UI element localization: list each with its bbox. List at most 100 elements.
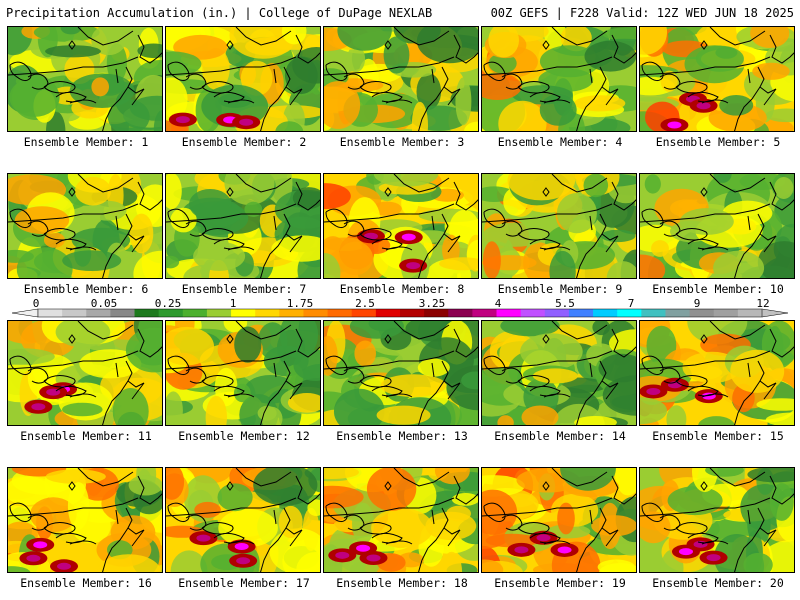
- member-label: Ensemble Member: 16: [20, 576, 152, 590]
- member-label: Ensemble Member: 12: [178, 429, 310, 443]
- precip-field-map: [8, 321, 162, 425]
- precip-field-map: [640, 174, 794, 278]
- colorbar-swatch: [327, 309, 353, 317]
- member-label: Ensemble Member: 10: [652, 282, 784, 296]
- colorbar-swatch: [351, 309, 377, 317]
- member-label: Ensemble Member: 3: [339, 135, 465, 149]
- model-valid-time: 00Z GEFS | F228 Valid: 12Z WED JUN 18 20…: [490, 6, 794, 20]
- colorbar-tick-label: 7: [628, 297, 635, 310]
- member-label: Ensemble Member: 6: [23, 282, 149, 296]
- colorbar-swatch: [375, 309, 401, 317]
- member-panel-1: [7, 26, 163, 132]
- colorbar-max-arrow: [761, 308, 789, 318]
- colorbar-swatch: [665, 309, 690, 317]
- colorbar-swatch: [713, 309, 739, 317]
- precip-field-map: [8, 468, 162, 572]
- precip-field-map: [482, 174, 636, 278]
- precip-field-map: [324, 468, 478, 572]
- member-panel-14: [481, 320, 637, 426]
- colorbar-swatch: [231, 309, 256, 317]
- precip-field-map: [166, 468, 320, 572]
- colorbar-swatch: [303, 309, 328, 317]
- colorbar-swatch: [255, 309, 280, 317]
- colorbar-tick-label: 0: [33, 297, 40, 310]
- member-panel-10: [639, 173, 795, 279]
- colorbar-swatch: [400, 309, 425, 317]
- colorbar-tick-label: 1.75: [287, 297, 314, 310]
- colorbar-swatch: [641, 309, 666, 317]
- member-panel-8: [323, 173, 479, 279]
- colorbar-tick-label: 4: [495, 297, 502, 310]
- member-label: Ensemble Member: 7: [181, 282, 307, 296]
- colorbar-min-arrow: [11, 308, 39, 318]
- member-panel-16: [7, 467, 163, 573]
- colorbar-swatch: [38, 309, 63, 317]
- precip-field-map: [482, 468, 636, 572]
- member-panel-6: [7, 173, 163, 279]
- precip-field-map: [640, 468, 794, 572]
- colorbar-swatch: [448, 309, 473, 317]
- member-panel-2: [165, 26, 321, 132]
- precip-field-map: [482, 321, 636, 425]
- member-label: Ensemble Member: 1: [23, 135, 149, 149]
- member-panel-12: [165, 320, 321, 426]
- member-label: Ensemble Member: 5: [655, 135, 781, 149]
- member-label: Ensemble Member: 14: [494, 429, 626, 443]
- colorbar-tick-label: 3.25: [419, 297, 446, 310]
- colorbar-tick-label: 0.25: [155, 297, 182, 310]
- member-label: Ensemble Member: 20: [652, 576, 784, 590]
- member-label: Ensemble Member: 18: [336, 576, 468, 590]
- member-panel-20: [639, 467, 795, 573]
- member-label: Ensemble Member: 2: [181, 135, 307, 149]
- colorbar-swatch: [182, 309, 208, 317]
- colorbar-tick-label: 5.5: [555, 297, 575, 310]
- member-label: Ensemble Member: 17: [178, 576, 310, 590]
- precip-field-map: [8, 174, 162, 278]
- member-panel-7: [165, 173, 321, 279]
- colorbar-swatch: [110, 309, 135, 317]
- colorbar-swatch: [617, 309, 642, 317]
- colorbar-tick-label: 9: [694, 297, 701, 310]
- colorbar-swatch: [424, 309, 449, 317]
- colorbar-swatch: [689, 309, 715, 317]
- member-panel-19: [481, 467, 637, 573]
- colorbar-swatch: [593, 309, 618, 317]
- precip-field-map: [166, 27, 320, 131]
- precip-field-map: [324, 174, 478, 278]
- member-panel-5: [639, 26, 795, 132]
- colorbar-swatch: [568, 309, 594, 317]
- precip-field-map: [8, 27, 162, 131]
- member-label: Ensemble Member: 19: [494, 576, 626, 590]
- precip-field-map: [482, 27, 636, 131]
- member-panel-4: [481, 26, 637, 132]
- precip-field-map: [166, 321, 320, 425]
- colorbar-swatch: [737, 309, 763, 317]
- precip-field-map: [640, 321, 794, 425]
- colorbar-swatch: [134, 309, 160, 317]
- member-label: Ensemble Member: 9: [497, 282, 623, 296]
- colorbar-tick-label: 1: [230, 297, 237, 310]
- member-panel-17: [165, 467, 321, 573]
- colorbar-swatch: [86, 309, 111, 317]
- map-title: Precipitation Accumulation (in.) | Colle…: [6, 6, 433, 20]
- colorbar-swatch: [158, 309, 184, 317]
- member-panel-13: [323, 320, 479, 426]
- colorbar-swatch: [62, 309, 87, 317]
- colorbar-swatch: [496, 309, 522, 317]
- colorbar-tick-label: 2.5: [355, 297, 375, 310]
- precip-field-map: [640, 27, 794, 131]
- colorbar-swatch: [206, 309, 232, 317]
- precip-field-map: [324, 321, 478, 425]
- member-label: Ensemble Member: 15: [652, 429, 784, 443]
- precip-field-map: [166, 174, 320, 278]
- colorbar-swatch: [520, 309, 546, 317]
- member-panel-3: [323, 26, 479, 132]
- precip-colorbar: 0 0.05 0.25 1 1.75 2.5 3.25 4 5.5 7 9 12: [11, 297, 789, 318]
- colorbar-tick-label: 12: [756, 297, 769, 310]
- member-panel-9: [481, 173, 637, 279]
- colorbar-outline: [37, 308, 763, 318]
- member-label: Ensemble Member: 11: [20, 429, 152, 443]
- colorbar-swatch: [472, 309, 497, 317]
- member-label: Ensemble Member: 4: [497, 135, 623, 149]
- colorbar-tick-label: 0.05: [91, 297, 118, 310]
